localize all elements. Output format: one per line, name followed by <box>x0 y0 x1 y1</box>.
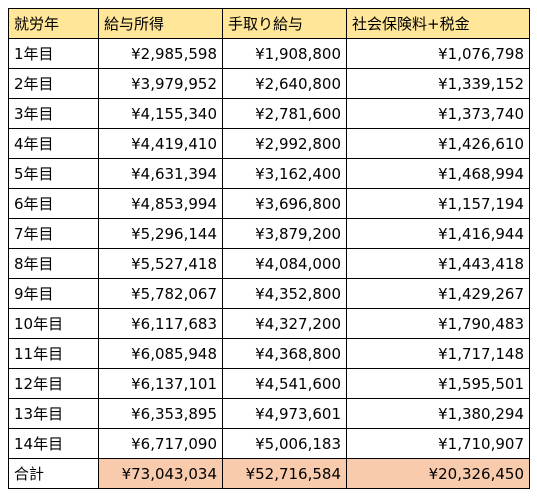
value-cell: ¥1,373,740 <box>346 98 530 129</box>
value-cell: ¥1,426,610 <box>346 128 530 159</box>
value-cell: ¥3,162,400 <box>222 158 347 189</box>
value-cell: ¥73,043,034 <box>98 458 223 489</box>
data-row: 4年目 ¥4,419,410 ¥2,992,800 ¥1,426,610 <box>8 128 530 159</box>
value-cell: ¥5,296,144 <box>98 218 223 249</box>
label-cell: 4年目 <box>8 128 99 159</box>
value-cell: ¥2,640,800 <box>222 68 347 99</box>
label-cell: 7年目 <box>8 218 99 249</box>
label-cell: 10年目 <box>8 308 99 339</box>
value-cell: ¥4,155,340 <box>98 98 223 129</box>
value-cell: ¥5,006,183 <box>222 428 347 459</box>
value-cell: ¥2,781,600 <box>222 98 347 129</box>
data-row: 3年目 ¥4,155,340 ¥2,781,600 ¥1,373,740 <box>8 98 530 129</box>
data-row: 6年目 ¥4,853,994 ¥3,696,800 ¥1,157,194 <box>8 188 530 219</box>
value-cell: ¥1,443,418 <box>346 248 530 279</box>
data-row: 2年目 ¥3,979,952 ¥2,640,800 ¥1,339,152 <box>8 68 530 99</box>
value-cell: ¥1,429,267 <box>346 278 530 309</box>
data-row: 9年目 ¥5,782,067 ¥4,352,800 ¥1,429,267 <box>8 278 530 309</box>
label-cell: 13年目 <box>8 398 99 429</box>
value-cell: ¥4,853,994 <box>98 188 223 219</box>
total-row: 合計 ¥73,043,034 ¥52,716,584 ¥20,326,450 <box>8 458 530 489</box>
data-row: 1年目 ¥2,985,598 ¥1,908,800 ¥1,076,798 <box>8 38 530 69</box>
value-cell: ¥6,717,090 <box>98 428 223 459</box>
label-cell: 12年目 <box>8 368 99 399</box>
value-cell: ¥20,326,450 <box>346 458 530 489</box>
value-cell: ¥1,790,483 <box>346 308 530 339</box>
label-cell: 2年目 <box>8 68 99 99</box>
value-cell: ¥4,631,394 <box>98 158 223 189</box>
value-cell: ¥1,908,800 <box>222 38 347 69</box>
data-row: 8年目 ¥5,527,418 ¥4,084,000 ¥1,443,418 <box>8 248 530 279</box>
data-row: 14年目 ¥6,717,090 ¥5,006,183 ¥1,710,907 <box>8 428 530 459</box>
value-cell: ¥4,419,410 <box>98 128 223 159</box>
value-cell: ¥2,985,598 <box>98 38 223 69</box>
label-cell: 9年目 <box>8 278 99 309</box>
value-cell: ¥1,717,148 <box>346 338 530 369</box>
label-cell: 14年目 <box>8 428 99 459</box>
value-cell: ¥3,979,952 <box>98 68 223 99</box>
value-cell: ¥3,696,800 <box>222 188 347 219</box>
label-cell: 6年目 <box>8 188 99 219</box>
value-cell: ¥4,327,200 <box>222 308 347 339</box>
value-cell: ¥5,782,067 <box>98 278 223 309</box>
value-cell: ¥1,076,798 <box>346 38 530 69</box>
label-cell: 8年目 <box>8 248 99 279</box>
header-row: 就労年 給与所得 手取り給与 社会保険料+税金 <box>8 8 530 39</box>
label-cell: 1年目 <box>8 38 99 69</box>
value-cell: ¥1,416,944 <box>346 218 530 249</box>
label-cell: 5年目 <box>8 158 99 189</box>
data-row: 12年目 ¥6,137,101 ¥4,541,600 ¥1,595,501 <box>8 368 530 399</box>
value-cell: ¥2,992,800 <box>222 128 347 159</box>
label-cell: 合計 <box>8 458 99 489</box>
value-cell: ¥6,137,101 <box>98 368 223 399</box>
header-cell: 給与所得 <box>98 8 223 39</box>
value-cell: ¥1,468,994 <box>346 158 530 189</box>
data-row: 5年目 ¥4,631,394 ¥3,162,400 ¥1,468,994 <box>8 158 530 189</box>
header-cell: 手取り給与 <box>222 8 347 39</box>
data-row: 7年目 ¥5,296,144 ¥3,879,200 ¥1,416,944 <box>8 218 530 249</box>
header-cell: 社会保険料+税金 <box>346 8 530 39</box>
value-cell: ¥1,339,152 <box>346 68 530 99</box>
value-cell: ¥1,595,501 <box>346 368 530 399</box>
data-row: 13年目 ¥6,353,895 ¥4,973,601 ¥1,380,294 <box>8 398 530 429</box>
value-cell: ¥1,710,907 <box>346 428 530 459</box>
value-cell: ¥3,879,200 <box>222 218 347 249</box>
salary-table: 就労年 給与所得 手取り給与 社会保険料+税金 1年目 ¥2,985,598 ¥1,908,… <box>8 8 530 489</box>
value-cell: ¥4,368,800 <box>222 338 347 369</box>
value-cell: ¥5,527,418 <box>98 248 223 279</box>
value-cell: ¥1,380,294 <box>346 398 530 429</box>
value-cell: ¥4,084,000 <box>222 248 347 279</box>
value-cell: ¥6,353,895 <box>98 398 223 429</box>
value-cell: ¥52,716,584 <box>222 458 347 489</box>
value-cell: ¥6,085,948 <box>98 338 223 369</box>
value-cell: ¥4,352,800 <box>222 278 347 309</box>
value-cell: ¥6,117,683 <box>98 308 223 339</box>
label-cell: 3年目 <box>8 98 99 129</box>
data-row: 11年目 ¥6,085,948 ¥4,368,800 ¥1,717,148 <box>8 338 530 369</box>
value-cell: ¥1,157,194 <box>346 188 530 219</box>
label-cell: 11年目 <box>8 338 99 369</box>
value-cell: ¥4,973,601 <box>222 398 347 429</box>
value-cell: ¥4,541,600 <box>222 368 347 399</box>
data-row: 10年目 ¥6,117,683 ¥4,327,200 ¥1,790,483 <box>8 308 530 339</box>
header-cell: 就労年 <box>8 8 99 39</box>
